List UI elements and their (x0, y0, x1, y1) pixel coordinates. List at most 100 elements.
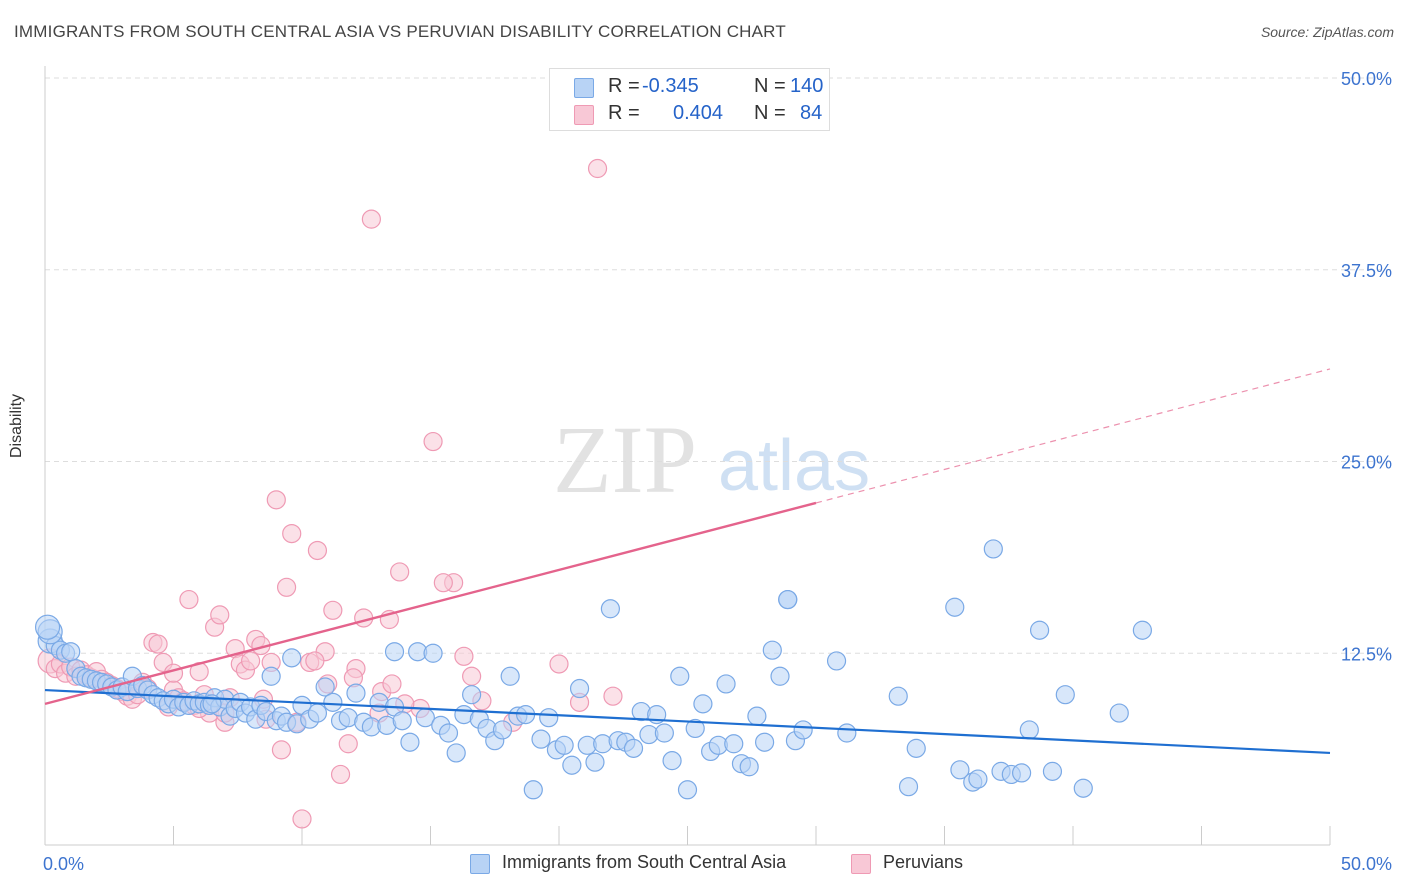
y-axis-label: Disability (8, 393, 25, 458)
y-tick-label: 37.5% (1341, 261, 1392, 281)
immigrant-point (778, 589, 798, 610)
immigrant-point (950, 760, 970, 780)
peruvian-point (454, 646, 474, 666)
n-value: 140 (790, 75, 824, 97)
immigrant-point (554, 735, 574, 755)
immigrant-point (346, 683, 366, 703)
immigrant-point (569, 678, 590, 699)
immigrant-point (523, 780, 543, 800)
immigrant-point (724, 734, 744, 754)
peruvian-point (603, 686, 623, 706)
immigrant-point (282, 648, 302, 668)
immigrant-point (888, 686, 908, 706)
peruvian-point (462, 666, 482, 686)
immigrant-point (500, 666, 520, 686)
watermark-zip: ZIP (553, 406, 697, 513)
immigrant-point (531, 729, 551, 749)
peruvian-point (361, 209, 381, 229)
immigrant-point (539, 708, 559, 728)
n-label: N = (754, 75, 786, 97)
peruvian-trend-extension (815, 368, 1331, 504)
immigrant-point (945, 597, 965, 617)
immigrant-point (693, 694, 713, 714)
immigrant-point (754, 732, 775, 752)
peruvian-point (338, 734, 358, 754)
immigrant-point (492, 720, 513, 740)
immigrant-point (654, 723, 674, 743)
peruvian-point (587, 158, 608, 179)
legend-label: Peruvians (883, 852, 964, 872)
correlation-stats-box: R = -0.345 N = 140 R = 0.404 N = 84 (549, 68, 830, 131)
peruvian-point (323, 600, 343, 620)
immigrant-point (1029, 620, 1050, 640)
y-tick-label: 12.5% (1341, 644, 1392, 664)
x-tick-label: 0.0% (43, 854, 84, 874)
peruvian-trend-line (44, 501, 817, 706)
immigrant-point (685, 718, 705, 739)
immigrant-point (747, 706, 767, 726)
immigrant-point (1132, 620, 1152, 640)
immigrant-point (677, 780, 698, 800)
immigrant-point (61, 642, 81, 662)
watermark-atlas: atlas (718, 426, 870, 506)
peruvian-point (433, 573, 453, 593)
immigrant-trend-line (44, 688, 1331, 755)
immigrant-point (983, 539, 1003, 559)
immigrant-point (1073, 778, 1093, 798)
immigrant-point (562, 755, 582, 775)
immigrant-point (392, 711, 412, 731)
peruvian-point (330, 764, 351, 785)
peruvian-point (305, 651, 325, 671)
immigrant-point (600, 599, 621, 619)
immigrant-point (662, 751, 682, 771)
n-label: N = (754, 102, 786, 124)
immigrant-point (762, 640, 782, 660)
immigrant-point (1011, 763, 1032, 783)
blue-swatch (470, 854, 490, 874)
peruvian-point (292, 809, 312, 829)
immigrant-point (826, 651, 847, 671)
peruvian-point (241, 651, 261, 671)
r-value: -0.345 (642, 75, 699, 97)
blue-swatch (574, 78, 594, 98)
immigrant-point (438, 723, 459, 743)
peruvian-point (179, 589, 199, 610)
immigrant-point (1019, 720, 1039, 740)
peruvian-point (390, 562, 410, 582)
immigrant-point (837, 723, 857, 743)
immigrant-point (462, 685, 482, 705)
immigrant-point (593, 734, 613, 754)
r-value: 0.404 (673, 102, 724, 124)
immigrant-point (1042, 761, 1063, 781)
chart-title: IMMIGRANTS FROM SOUTH CENTRAL ASIA VS PE… (14, 22, 786, 41)
immigrant-point (670, 666, 690, 686)
r-label: R = (608, 102, 640, 124)
immigrant-point (307, 703, 328, 723)
immigrant-point (261, 666, 281, 686)
y-tick-label: 50.0% (1341, 69, 1392, 89)
immigrant-point (739, 757, 759, 777)
immigrant-point (446, 743, 466, 763)
peruvian-point (282, 523, 302, 544)
pink-swatch (851, 854, 871, 874)
immigrant-point (906, 738, 926, 758)
immigrant-point (770, 666, 790, 686)
immigrant-point (1055, 685, 1075, 705)
immigrant-point (585, 752, 605, 772)
legend-label: Immigrants from South Central Asia (502, 852, 787, 872)
y-tick-label: 25.0% (1341, 453, 1392, 473)
peruvian-point (423, 431, 443, 452)
peruvian-point (307, 540, 328, 561)
n-value: 84 (800, 102, 823, 124)
immigrant-point (315, 677, 335, 697)
peruvian-point (210, 605, 230, 625)
peruvian-point (549, 654, 569, 674)
x-tick-label: 50.0% (1341, 854, 1392, 874)
immigrant-point (623, 738, 644, 758)
peruvian-point (271, 740, 292, 760)
immigrant-point (34, 614, 61, 640)
immigrant-point (716, 674, 736, 694)
immigrant-point (323, 692, 343, 712)
immigrant-point (384, 642, 405, 662)
